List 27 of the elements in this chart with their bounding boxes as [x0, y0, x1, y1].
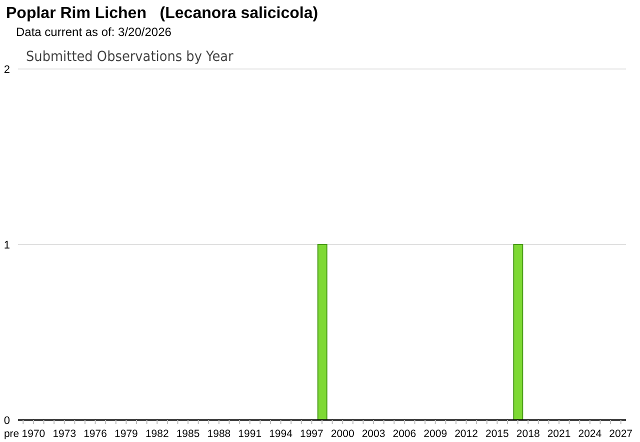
- x-tick-label: 1991: [238, 428, 262, 440]
- x-tick-label: 2000: [330, 428, 354, 440]
- x-tick-label: 1988: [207, 428, 231, 440]
- x-tick-label: 2027: [609, 428, 633, 440]
- x-tick-label: 1997: [300, 428, 324, 440]
- x-tick-label: pre: [4, 428, 20, 440]
- x-tick-label: 2021: [547, 428, 571, 440]
- text: Submitted Observations by Year: [26, 49, 234, 65]
- x-tick-label: 1985: [176, 428, 200, 440]
- x-tick-label: 2024: [578, 428, 602, 440]
- x-tick-label: 1982: [145, 428, 169, 440]
- x-tick-label: 1976: [84, 428, 108, 440]
- chart-title: Poplar Rim Lichen (Lecanora salicicola): [6, 5, 318, 23]
- x-tick-label: 2009: [424, 428, 448, 440]
- y-tick-label: 2: [4, 64, 10, 76]
- x-tick-label: 1970: [22, 428, 46, 440]
- x-tick-label: 1994: [269, 428, 293, 440]
- y-tick-label: 1: [4, 239, 10, 252]
- x-tick-label: 2003: [362, 428, 386, 440]
- x-tick-label: 1973: [52, 428, 76, 440]
- x-tick-label: 2006: [392, 428, 416, 440]
- y-tick-label: 0: [4, 414, 10, 427]
- x-tick-label: 2015: [486, 428, 510, 440]
- x-tick-label: 2012: [454, 428, 478, 440]
- x-tick-label: 1979: [114, 428, 138, 440]
- x-tick-label: 2018: [516, 428, 540, 440]
- chart-subtitle: Data current as of: 3/20/2026: [16, 25, 172, 39]
